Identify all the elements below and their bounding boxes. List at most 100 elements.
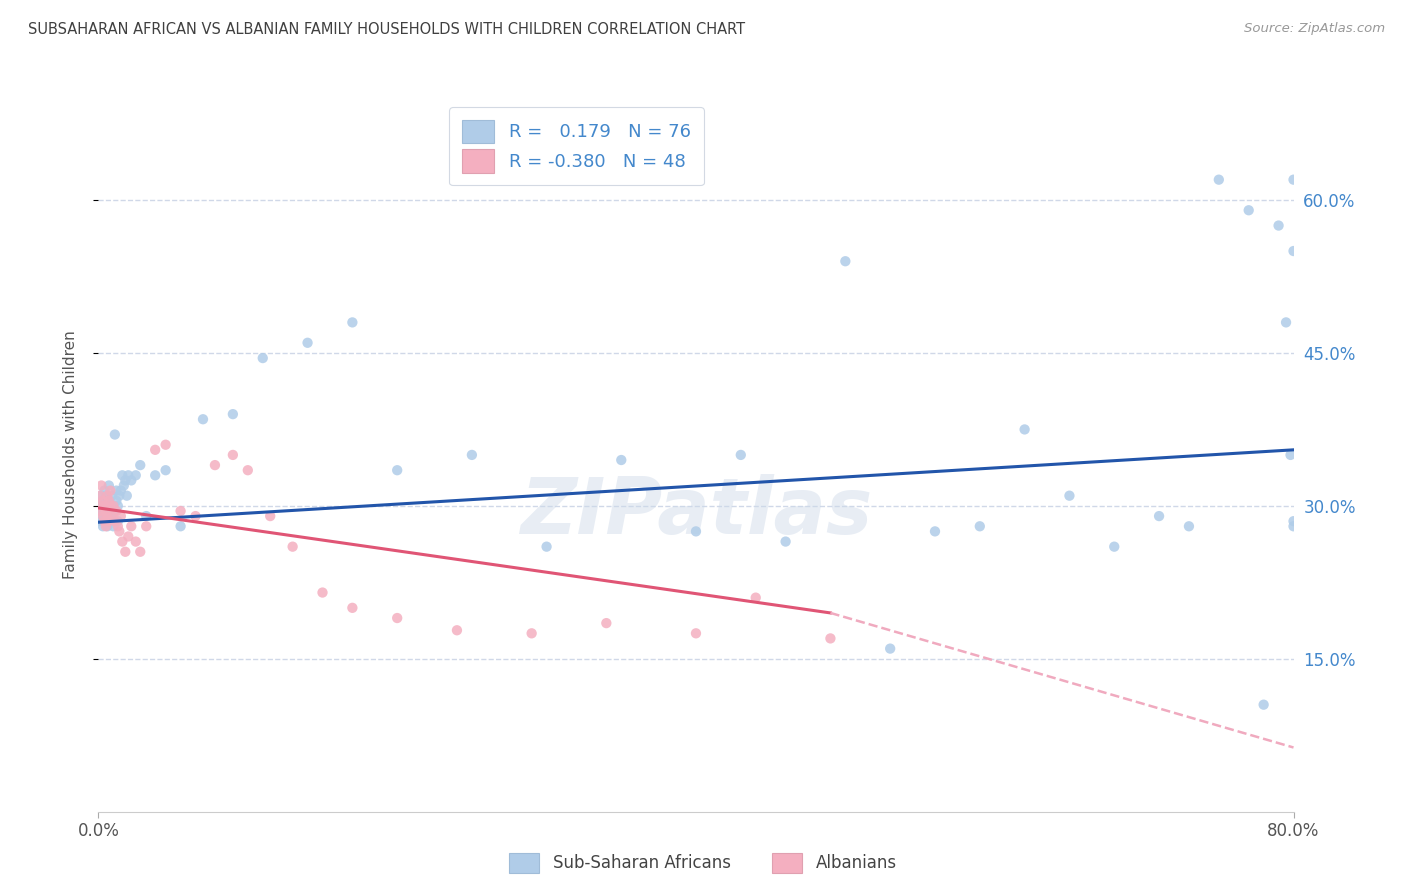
Point (90, 499, 112, 513)
Point (297, 335, 319, 350)
Point (89, 499, 111, 513)
Point (97, 509, 120, 524)
Point (281, 540, 304, 554)
Point (129, 545, 152, 559)
Point (1014, 422, 1036, 436)
Point (1279, 448, 1302, 462)
Legend: Sub-Saharan Africans, Albanians: Sub-Saharan Africans, Albanians (502, 847, 904, 880)
Point (1267, 219, 1289, 233)
Point (100, 514, 122, 528)
Point (104, 514, 127, 528)
Point (191, 412, 214, 426)
Point (91, 504, 114, 518)
Point (820, 632, 842, 646)
Point (93, 483, 115, 498)
Point (97, 493, 120, 508)
Point (91, 509, 114, 524)
Point (104, 427, 127, 442)
Point (1104, 540, 1126, 554)
Point (775, 534, 797, 549)
Point (90, 478, 112, 492)
Point (111, 468, 134, 483)
Point (89, 509, 111, 524)
Point (169, 504, 191, 518)
Point (96, 509, 118, 524)
Point (104, 504, 127, 518)
Point (252, 351, 274, 365)
Point (924, 524, 946, 539)
Point (89, 489, 111, 503)
Point (96, 489, 118, 503)
Point (94, 504, 117, 518)
Point (90, 504, 112, 518)
Point (91, 519, 114, 533)
Point (135, 509, 157, 524)
Point (105, 504, 128, 518)
Point (125, 468, 148, 483)
Point (101, 509, 124, 524)
Point (222, 448, 245, 462)
Point (108, 489, 131, 503)
Point (120, 519, 142, 533)
Point (834, 254, 856, 268)
Point (90, 489, 112, 503)
Point (730, 448, 752, 462)
Point (97, 478, 120, 492)
Point (1237, 203, 1260, 218)
Point (1178, 519, 1201, 533)
Point (91, 493, 114, 508)
Point (101, 509, 124, 524)
Point (105, 493, 128, 508)
Point (385, 611, 409, 625)
Point (685, 524, 707, 539)
Point (236, 463, 259, 477)
Point (96, 519, 118, 533)
Text: ZIPatlas: ZIPatlas (520, 474, 872, 550)
Point (135, 519, 157, 533)
Point (385, 463, 409, 477)
Point (879, 641, 901, 656)
Point (446, 624, 468, 638)
Point (114, 545, 136, 559)
Point (101, 489, 124, 503)
Point (93, 511, 115, 525)
Point (93, 499, 115, 513)
Point (103, 499, 125, 513)
Point (117, 468, 139, 483)
Legend: R =   0.179   N = 76, R = -0.380   N = 48: R = 0.179 N = 76, R = -0.380 N = 48 (450, 107, 703, 186)
Point (103, 519, 125, 533)
Point (1275, 315, 1298, 329)
Point (125, 534, 148, 549)
Point (93, 514, 115, 528)
Point (1282, 514, 1305, 528)
Point (97, 493, 120, 508)
Point (112, 478, 135, 492)
Point (259, 509, 281, 524)
Point (342, 315, 364, 329)
Point (107, 519, 129, 533)
Point (120, 474, 142, 488)
Point (100, 499, 122, 513)
Text: SUBSAHARAN AFRICAN VS ALBANIAN FAMILY HOUSEHOLDS WITH CHILDREN CORRELATION CHART: SUBSAHARAN AFRICAN VS ALBANIAN FAMILY HO… (28, 22, 745, 37)
Point (1147, 509, 1170, 524)
Point (94, 489, 117, 503)
Point (103, 499, 125, 513)
Point (100, 499, 122, 513)
Point (1253, 698, 1275, 712)
Point (184, 509, 207, 524)
Point (169, 519, 191, 533)
Point (595, 616, 617, 631)
Point (114, 474, 136, 488)
Point (110, 483, 132, 498)
Point (110, 509, 132, 524)
Y-axis label: Family Households with Children: Family Households with Children (63, 331, 77, 579)
Point (1282, 172, 1305, 186)
Point (94, 514, 117, 528)
Point (90, 514, 112, 528)
Point (461, 448, 484, 462)
Point (204, 458, 226, 472)
Point (115, 489, 138, 503)
Point (97, 514, 120, 528)
Point (745, 591, 768, 605)
Point (520, 626, 543, 640)
